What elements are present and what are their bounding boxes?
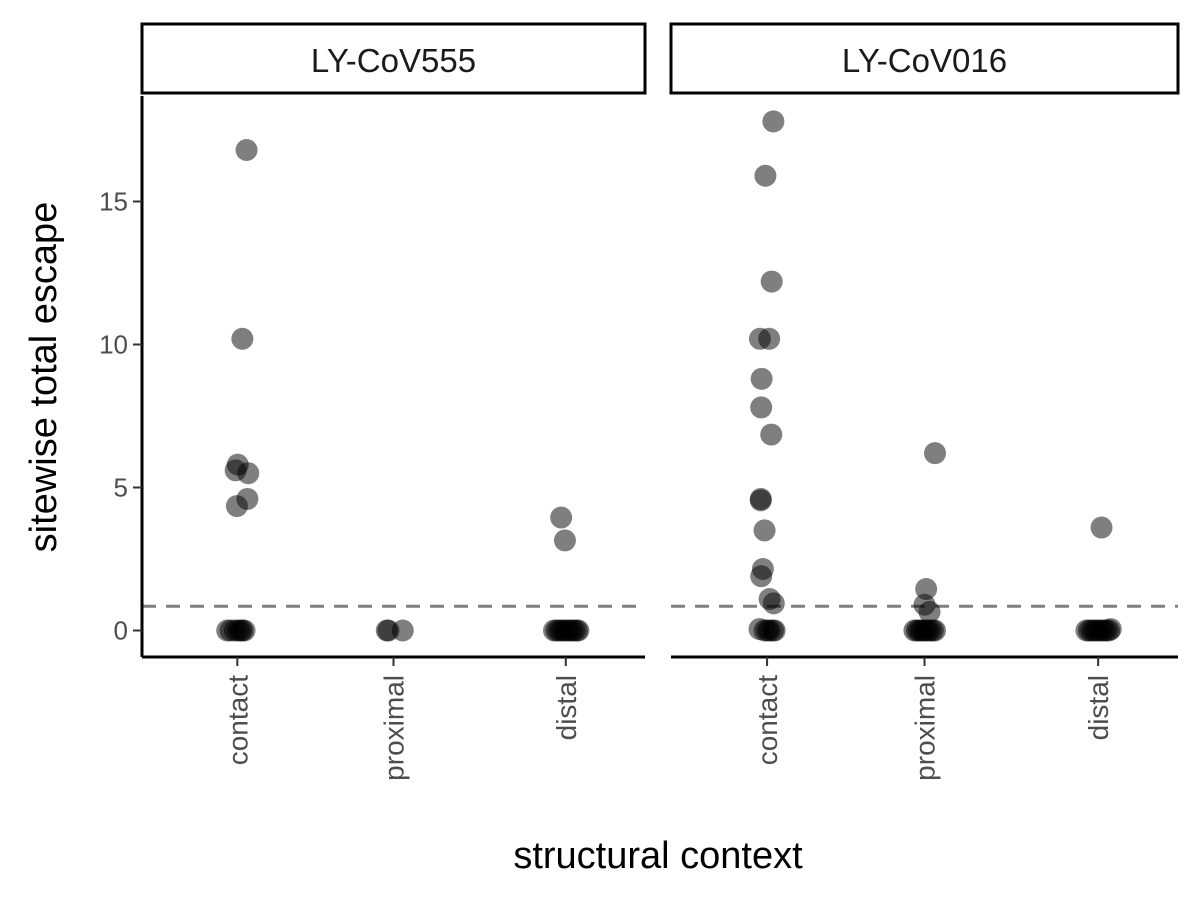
data-point — [750, 367, 773, 390]
data-point — [762, 110, 785, 133]
data-point — [924, 442, 946, 465]
facet-strip: LY-CoV016 — [669, 22, 1180, 95]
data-point — [231, 327, 254, 350]
data-point — [749, 489, 772, 512]
data-point — [763, 619, 786, 642]
data-point — [550, 506, 573, 529]
data-points — [748, 110, 1122, 642]
data-point — [225, 495, 248, 518]
data-point — [760, 270, 783, 293]
data-point — [754, 164, 777, 187]
data-point — [762, 592, 785, 615]
data-point — [760, 423, 783, 446]
y-tick-label: 15 — [99, 187, 128, 217]
x-tick-label: contact — [222, 675, 253, 765]
facet-strips: LY-CoV555 LY-CoV016 — [140, 22, 1180, 95]
x-tick-label: proximal — [910, 675, 941, 781]
facet-strip-box — [140, 22, 647, 95]
data-point — [1090, 516, 1113, 539]
data-point — [237, 462, 260, 485]
data-point — [553, 529, 576, 552]
data-point — [753, 519, 776, 542]
data-point — [391, 619, 414, 642]
y-axis-title: sitewise total escape — [23, 202, 65, 553]
data-point — [233, 619, 256, 642]
y-tick-label: 0 — [114, 616, 128, 646]
data-point — [924, 619, 946, 642]
facet-strip-label: LY-CoV016 — [842, 42, 1007, 79]
facet-panels: contact proximal distal contact proximal dist… — [142, 110, 1178, 781]
x-tick-label: contact — [752, 675, 783, 765]
x-axis-title: structural context — [513, 835, 803, 877]
x-tick-label: distal — [551, 675, 582, 740]
y-tick-label: 10 — [99, 330, 128, 360]
facet-strip: LY-CoV555 — [140, 22, 647, 95]
facet-strip-box — [669, 22, 1180, 95]
facet-strip-label: LY-CoV555 — [311, 42, 476, 79]
data-point — [750, 565, 773, 588]
facet-panel: contact proximal distal — [671, 110, 1178, 781]
data-point — [918, 600, 941, 623]
data-point — [750, 396, 773, 419]
data-point — [567, 619, 590, 642]
y-axis: 0 5 10 15 — [99, 96, 144, 657]
data-point — [1099, 618, 1122, 641]
x-tick-label: proximal — [379, 675, 410, 781]
facet-panel: contact proximal distal — [142, 139, 645, 781]
data-point — [235, 139, 258, 162]
data-point — [758, 327, 781, 350]
y-tick-label: 5 — [114, 473, 128, 503]
x-tick-label: distal — [1083, 675, 1114, 740]
data-points — [216, 139, 590, 642]
